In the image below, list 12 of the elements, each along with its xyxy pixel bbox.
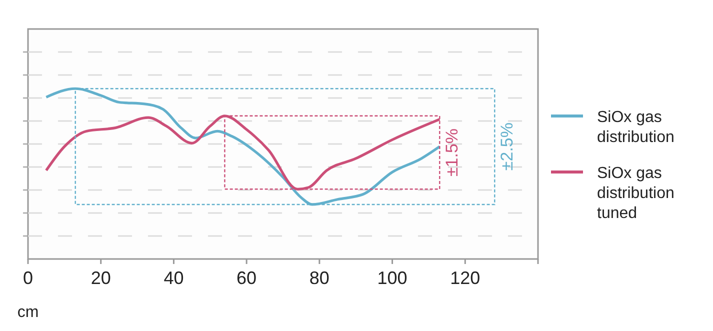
x-tick-label: 100	[377, 268, 408, 288]
annotation: ±1.5%	[442, 128, 462, 177]
x-tick-label: 40	[164, 268, 184, 288]
x-tick-label: 80	[309, 268, 330, 288]
annotation: ±2.5%	[498, 122, 517, 171]
legend-label: SiOx gas distribution	[597, 109, 674, 146]
x-tick-label: 120	[450, 268, 480, 288]
x-tick-label: 20	[90, 268, 111, 288]
legend-label: SiOx gas distribution tuned	[597, 165, 674, 222]
x-tick-label: 60	[236, 268, 257, 288]
x-axis-title: cm	[17, 304, 39, 321]
x-tick-label: 0	[22, 268, 34, 288]
